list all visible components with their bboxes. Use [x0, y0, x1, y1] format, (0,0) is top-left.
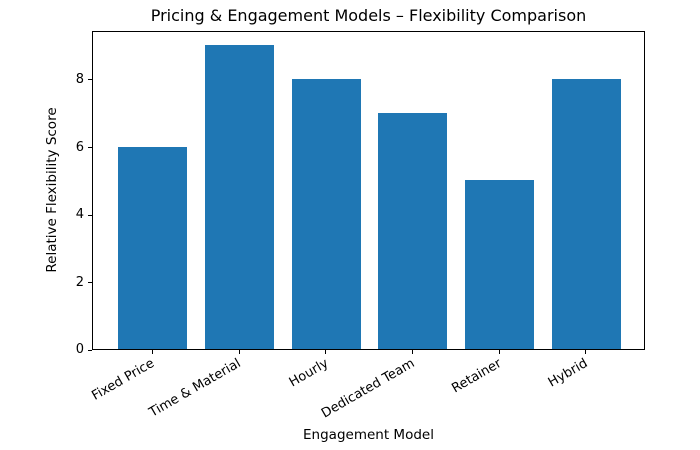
- x-tick-label-1: Time & Material: [147, 356, 244, 421]
- y-axis-label: Relative Flexibility Score: [44, 107, 60, 273]
- x-tick-label-0: Fixed Price: [89, 356, 158, 404]
- x-tick-mark-5: [585, 350, 587, 354]
- y-tick-mark-4: [88, 79, 92, 81]
- y-tick-mark-1: [88, 282, 92, 283]
- x-tick-mark-0: [151, 350, 153, 354]
- x-tick-label-2: Hourly: [286, 356, 331, 391]
- y-tick-mark-2: [88, 214, 92, 216]
- y-tick-label-4: 8: [75, 71, 84, 87]
- y-tick-label-3: 6: [75, 139, 84, 155]
- y-tick-label-1: 2: [75, 274, 84, 290]
- bar-4: [464, 180, 535, 349]
- x-tick-mark-3: [411, 350, 413, 354]
- x-tick-label-3: Dedicated Team: [319, 356, 418, 422]
- bar-1: [204, 45, 275, 349]
- x-tick-mark-1: [238, 350, 240, 354]
- chart-title: Pricing & Engagement Models – Flexibilit…: [150, 6, 587, 25]
- x-axis-label: Engagement Model: [303, 427, 434, 443]
- x-tick-mark-4: [498, 350, 500, 354]
- plot-area: [92, 31, 645, 350]
- y-tick-label-0: 0: [75, 342, 84, 357]
- x-tick-mark-2: [325, 350, 327, 354]
- bar-0: [118, 146, 188, 349]
- x-tick-label-4: Retainer: [449, 356, 504, 397]
- bar-2: [291, 78, 361, 349]
- y-tick-label-2: 4: [75, 207, 84, 222]
- bar-3: [378, 112, 448, 349]
- bar-5: [551, 78, 621, 349]
- y-tick-mark-3: [88, 147, 92, 148]
- x-tick-label-5: Hybrid: [546, 356, 591, 391]
- y-tick-mark-0: [88, 349, 92, 351]
